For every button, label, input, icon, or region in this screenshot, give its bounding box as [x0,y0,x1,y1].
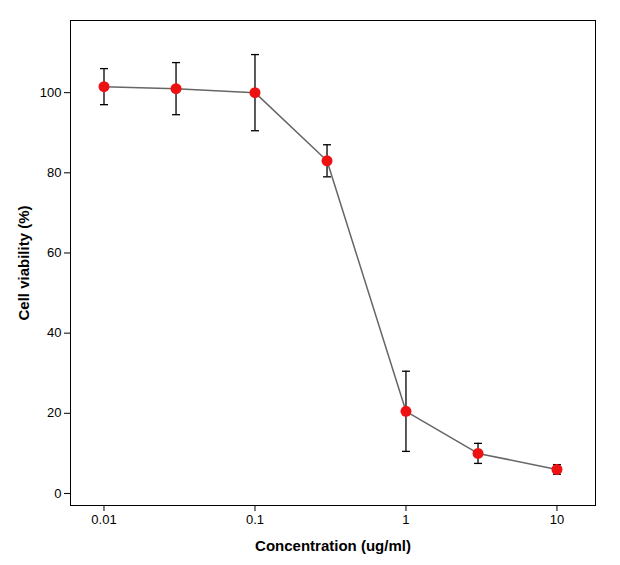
svg-text:80: 80 [47,165,61,180]
svg-text:Cell viability (%): Cell viability (%) [15,205,32,320]
svg-text:40: 40 [47,325,61,340]
svg-text:0.01: 0.01 [91,512,116,527]
svg-text:100: 100 [40,85,62,100]
svg-text:1: 1 [402,512,409,527]
svg-text:20: 20 [47,405,61,420]
svg-text:0: 0 [54,486,61,501]
svg-text:60: 60 [47,245,61,260]
svg-text:10: 10 [550,512,564,527]
svg-text:0.1: 0.1 [246,512,264,527]
svg-text:Concentration (ug/ml): Concentration (ug/ml) [255,537,411,554]
